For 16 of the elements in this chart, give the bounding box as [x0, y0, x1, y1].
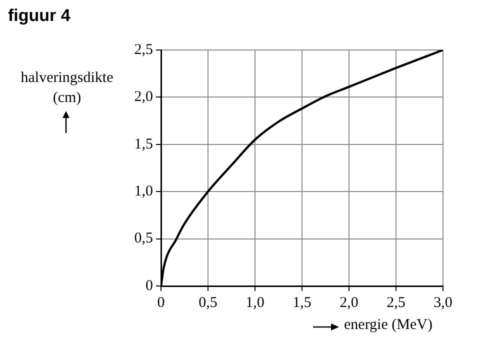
y-tick-label: 2,0 — [134, 89, 153, 106]
x-tick-label: 0 — [157, 294, 165, 311]
x-tick-label: 2,0 — [340, 294, 358, 311]
y-tick-label: 1,5 — [134, 136, 153, 152]
y-tick-label: 0,5 — [134, 230, 153, 247]
x-tick-label: 3,0 — [434, 294, 452, 311]
chart-title: figuur 4 — [8, 6, 70, 26]
x-tick-label: 1,0 — [246, 294, 264, 311]
x-tick-label: 2,5 — [386, 294, 406, 311]
y-tick-label: 2,5 — [134, 42, 153, 58]
x-axis-title: energie (MeV) — [344, 317, 432, 334]
y-axis-title: halveringsdikte (cm) — [20, 69, 114, 108]
x-tick-label: 0,5 — [198, 294, 218, 311]
x-tick-label: 1,5 — [292, 294, 312, 311]
y-tick-label: 1,0 — [134, 184, 153, 200]
y-tick-label: 0 — [146, 278, 153, 294]
